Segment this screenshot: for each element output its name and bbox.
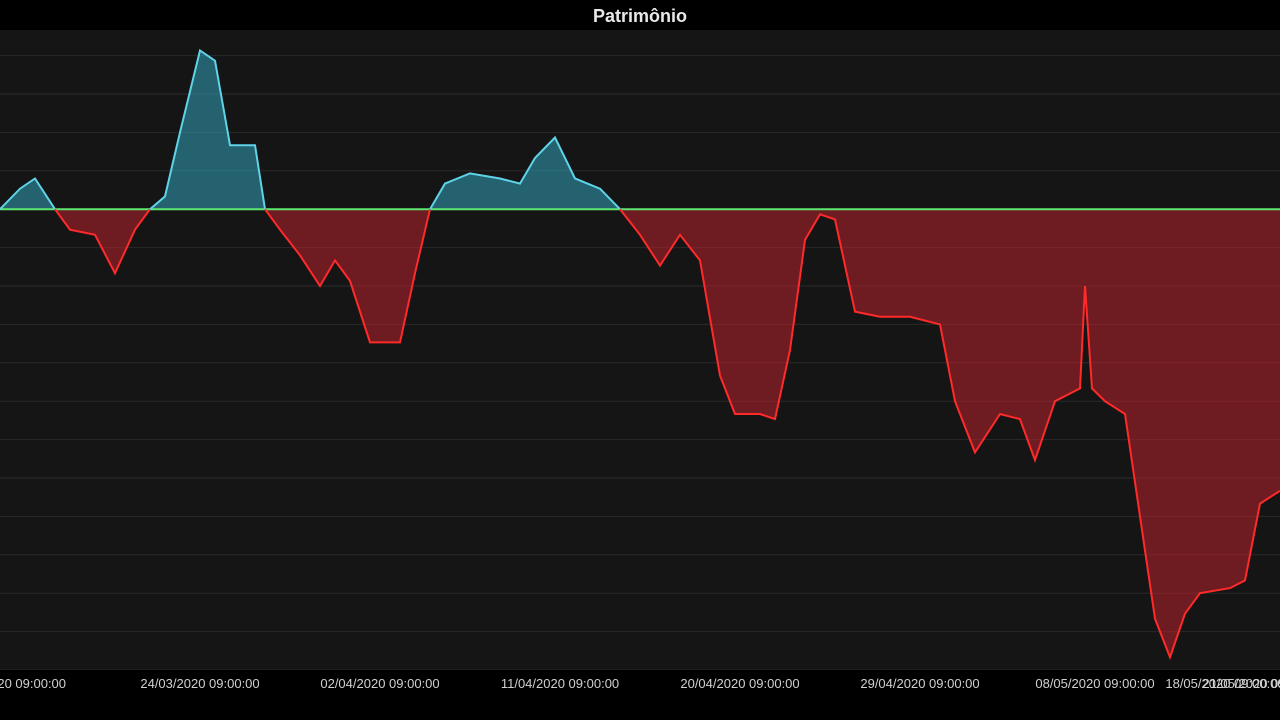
x-tick-label: 21/05/2020 09:00:00 <box>1202 676 1280 691</box>
x-tick-label: 08/05/2020 09:00:00 <box>1035 676 1154 691</box>
x-axis-labels: 7/03/2020 09:00:00 24/03/2020 09:00:00 02/… <box>0 676 1280 716</box>
x-tick-label: 29/04/2020 09:00:00 <box>860 676 979 691</box>
plot-area[interactable] <box>0 30 1280 670</box>
x-tick-label: 20/04/2020 09:00:00 <box>680 676 799 691</box>
x-tick-label: 02/04/2020 09:00:00 <box>320 676 439 691</box>
chart-svg <box>0 30 1280 670</box>
equity-chart: Patrimônio 7/03/2020 09:00:00 24/03/2020 … <box>0 0 1280 720</box>
x-tick-label: 24/03/2020 09:00:00 <box>140 676 259 691</box>
x-tick-label: 11/04/2020 09:00:00 <box>501 676 619 691</box>
x-tick-label: 7/03/2020 09:00:00 <box>0 676 66 691</box>
chart-title: Patrimônio <box>0 6 1280 27</box>
